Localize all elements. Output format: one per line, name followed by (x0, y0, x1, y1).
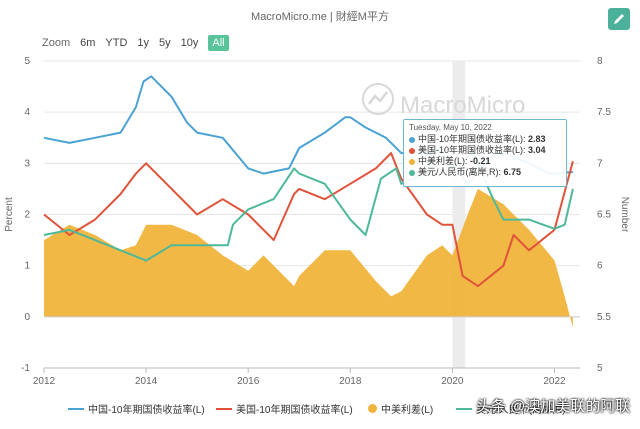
x-tick-label: 2020 (441, 376, 464, 387)
series-line-2 (43, 147, 574, 262)
tooltip-value: 6.75 (503, 167, 522, 177)
zoom-6m-button[interactable]: 6m (80, 37, 96, 49)
line-swatch-icon (456, 407, 472, 410)
series-line-1 (43, 152, 574, 288)
line-swatch-icon (216, 407, 232, 410)
y-tick-label: 5 (24, 56, 30, 67)
y-tick-label: 0 (24, 312, 30, 323)
y-tick-label: 2 (24, 210, 30, 221)
y2-tick-label: 7 (597, 158, 603, 169)
legend-label: 中国-10年期国债收益率(L) (88, 405, 205, 416)
tooltip-value: 2.83 (528, 134, 546, 144)
page-title: MacroMicro.me | 財經M平方 (251, 11, 389, 23)
watermark: MacroMicro (400, 92, 526, 119)
zoom-bar: Zoom 6m YTD 1y 5y 10y All (42, 35, 229, 51)
series-dot-icon (409, 147, 415, 154)
tooltip-label: 中国-10年期国债收益率(L): (418, 134, 529, 144)
y2-tick-label: 6.5 (597, 210, 611, 221)
tooltip-label: 中美利差(L): (418, 156, 471, 166)
legend-item-usdcnh[interactable]: 美元/人民币(离岸,R) (456, 401, 565, 416)
spread-area (44, 188, 573, 328)
pencil-icon (614, 14, 624, 24)
zoom-10y-button[interactable]: 10y (180, 37, 199, 49)
zoom-all-button[interactable]: All (208, 35, 229, 51)
tooltip-row: 中国-10年期国债收益率(L): 2.83 (409, 134, 561, 145)
legend-item-china-10y[interactable]: 中国-10年期国债收益率(L) (68, 401, 205, 416)
series-dot-icon (409, 136, 415, 143)
tooltip-date: Tuesday, May 10, 2022 (409, 123, 492, 132)
edit-button[interactable] (608, 8, 630, 30)
tooltip-row: 美国-10年期国债收益率(L): 3.04 (409, 145, 561, 156)
series-dot-icon (409, 169, 415, 176)
y2-tick-label: 7.5 (597, 107, 611, 118)
y2-tick-label: 5 (597, 363, 603, 374)
x-tick-label: 2012 (33, 376, 56, 387)
tooltip-label: 美国-10年期国债收益率(L): (418, 145, 529, 155)
zoom-1y-button[interactable]: 1y (137, 37, 150, 49)
y-tick-label: 4 (24, 107, 30, 118)
legend-label: 中美利差(L) (381, 405, 434, 416)
legend-label: 美元/人民币(离岸,R) (476, 405, 566, 416)
macromicro-logo-icon (362, 83, 394, 115)
tooltip-label: 美元/人民币(离岸,R): (418, 167, 504, 177)
legend-item-spread[interactable]: 中美利差(L) (368, 401, 433, 416)
line-swatch-icon (68, 407, 84, 410)
y2-tick-label: 5.5 (597, 312, 611, 323)
dot-swatch-icon (368, 404, 377, 413)
y2-axis-title: Number (619, 197, 630, 233)
tooltip-value: -0.21 (470, 156, 491, 166)
credit-watermark: 头条 @澳加美联的阿联 (476, 398, 631, 415)
tooltip-value: 3.04 (528, 145, 546, 155)
tooltip-row: 美元/人民币(离岸,R): 6.75 (409, 167, 561, 178)
zoom-5y-button[interactable]: 5y (159, 37, 171, 49)
y-tick-label: 3 (24, 158, 30, 169)
x-tick-label: 2022 (543, 376, 566, 387)
y-tick-label: -1 (21, 363, 30, 374)
series-dot-icon (409, 158, 415, 165)
tooltip-row: 中美利差(L): -0.21 (409, 156, 561, 167)
legend-label: 美国-10年期国债收益率(L) (236, 405, 353, 416)
zoom-label: Zoom (42, 37, 71, 49)
y-tick-label: 1 (24, 261, 30, 272)
x-tick-label: 2014 (135, 376, 158, 387)
y2-tick-label: 8 (597, 56, 603, 67)
tooltip: Tuesday, May 10, 2022 中国-10年期国债收益率(L): 2… (403, 119, 567, 187)
zoom-ytd-button[interactable]: YTD (105, 37, 128, 49)
y-axis-title: Percent (4, 197, 15, 232)
y2-tick-label: 6 (597, 261, 603, 272)
legend-item-us-10y[interactable]: 美国-10年期国债收益率(L) (216, 401, 353, 416)
x-tick-label: 2018 (339, 376, 362, 387)
x-tick-label: 2016 (237, 376, 260, 387)
